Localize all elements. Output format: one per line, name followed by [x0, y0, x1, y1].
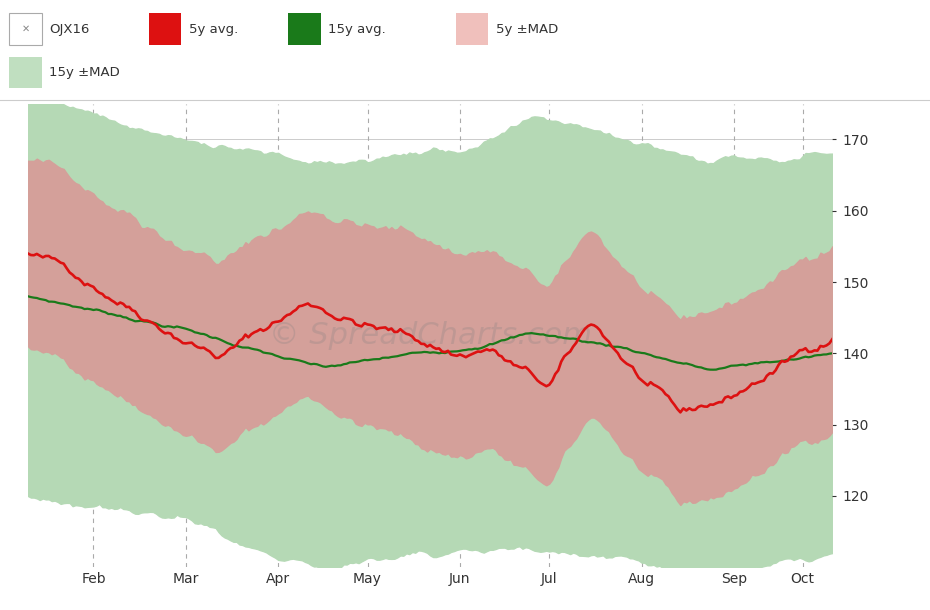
Bar	[149, 13, 181, 45]
Text: 5y avg.: 5y avg.	[189, 23, 238, 35]
Bar	[288, 13, 321, 45]
Text: ✕: ✕	[21, 24, 30, 34]
Text: 5y ±MAD: 5y ±MAD	[496, 23, 558, 35]
Text: 15y avg.: 15y avg.	[328, 23, 386, 35]
Text: © SpreadCharts.com: © SpreadCharts.com	[269, 321, 591, 350]
Bar	[9, 57, 42, 88]
Bar	[456, 13, 488, 45]
Text: 15y ±MAD: 15y ±MAD	[49, 66, 120, 79]
Bar	[9, 13, 42, 45]
Text: OJX16: OJX16	[49, 23, 89, 35]
